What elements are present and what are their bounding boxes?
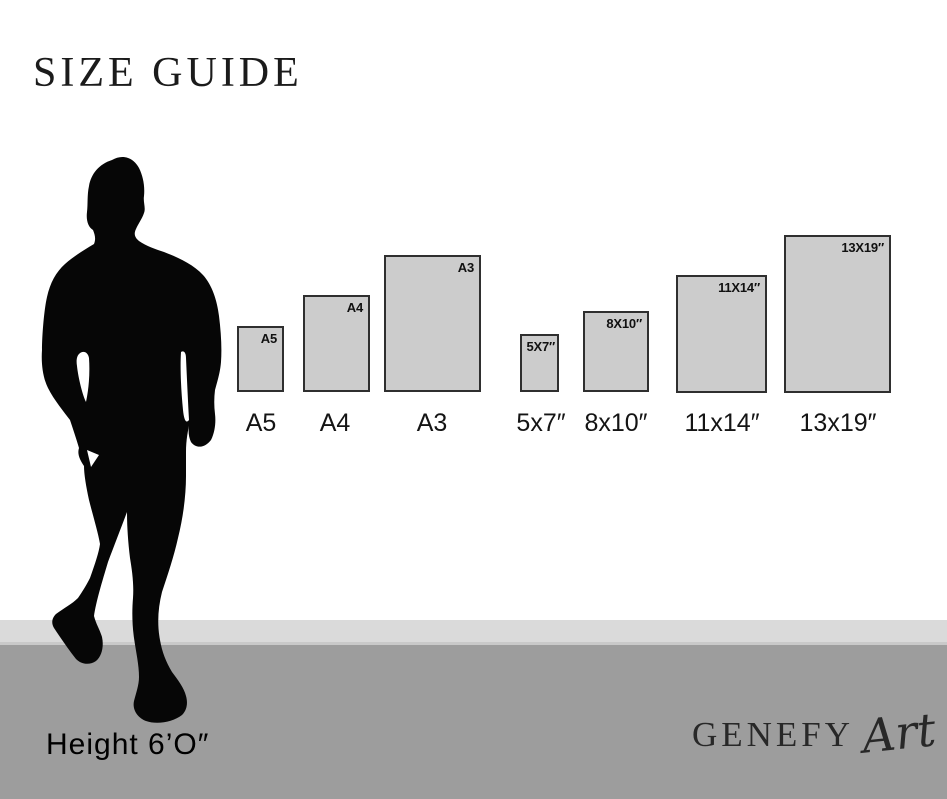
size-label-a5: A5 [245,409,277,437]
size-box-11x14: 11X14″ [676,275,767,393]
size-box-tag-a3: A3 [457,260,474,275]
size-label-5x7: 5x7″ [516,409,566,437]
size-box-a3: A3 [384,255,481,392]
size-box-tag-5x7: 5X7″ [526,339,555,354]
man-silhouette-icon [41,156,222,723]
size-label-a3: A3 [416,409,448,437]
size-label-13x19: 13x19″ [799,409,877,437]
size-box-tag-13x19: 13X19″ [841,240,884,255]
size-label-a4: A4 [319,409,351,437]
size-box-tag-11x14: 11X14″ [718,280,760,295]
size-box-tag-a5: A5 [260,331,277,346]
floor-strip-edge [0,642,947,645]
size-box-13x19: 13X19″ [784,235,891,393]
page-title: SIZE GUIDE [33,50,303,96]
size-box-a5: A5 [237,326,284,392]
brand-script: Art [859,702,939,764]
brand-logo: GENEFY Art [692,702,938,763]
size-label-11x14: 11x14″ [684,409,760,437]
size-box-tag-a4: A4 [346,300,363,315]
brand-name: GENEFY [692,715,855,754]
floor-strip [0,620,947,642]
size-box-tag-8x10: 8X10″ [606,316,642,331]
size-box-a4: A4 [303,295,370,392]
size-box-5x7: 5X7″ [520,334,559,392]
size-label-8x10: 8x10″ [584,409,648,437]
height-label: Height 6’O″ [46,728,210,761]
size-box-8x10: 8X10″ [583,311,649,392]
